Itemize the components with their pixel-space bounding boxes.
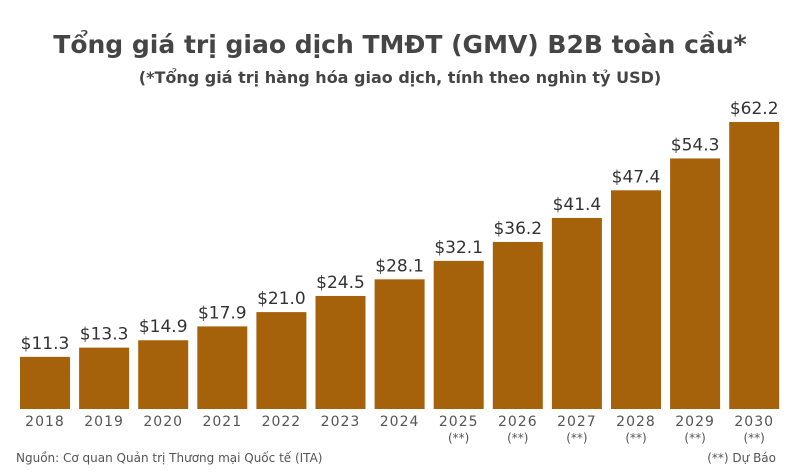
data-label: $21.0 (257, 289, 306, 309)
x-tick-label: 2025 (439, 414, 479, 430)
forecast-marker: (**) (566, 431, 587, 445)
x-tick-label: 2019 (84, 414, 124, 430)
forecast-note: (**) Dự Báo (707, 451, 776, 465)
bar-2020 (138, 340, 189, 409)
bar-2023 (315, 295, 366, 409)
x-tick-label: 2021 (202, 414, 242, 430)
bar-2024 (374, 279, 425, 409)
x-tick-label: 2022 (262, 414, 302, 430)
x-tick-label: 2023 (321, 414, 361, 430)
data-label: $14.9 (139, 317, 188, 337)
data-label: $41.4 (553, 195, 602, 215)
bar-2019 (79, 347, 130, 409)
chart-title: Tổng giá trị giao dịch TMĐT (GMV) B2B to… (53, 30, 747, 59)
bar-2021 (197, 326, 248, 409)
x-tick-label: 2020 (143, 414, 183, 430)
data-label: $54.3 (671, 135, 720, 155)
data-label: $17.9 (198, 303, 247, 323)
x-tick-label: 2028 (616, 414, 656, 430)
data-label: $32.1 (434, 238, 483, 258)
forecast-marker: (**) (744, 431, 765, 445)
data-label: $11.3 (21, 334, 70, 354)
data-label: $47.4 (612, 167, 661, 187)
chart-subtitle: (*Tổng giá trị hàng hóa giao dịch, tính … (138, 68, 662, 87)
x-tick-label: 2030 (734, 414, 774, 430)
bar-2018 (20, 356, 70, 409)
forecast-marker: (**) (625, 431, 646, 445)
bar-2026 (492, 241, 543, 409)
x-tick-label: 2018 (25, 414, 65, 430)
forecast-marker: (**) (684, 431, 705, 445)
source-note: Nguồn: Cơ quan Quản trị Thương mại Quốc … (16, 451, 323, 465)
data-label: $36.2 (493, 219, 542, 239)
bar-2030 (729, 122, 780, 409)
x-tick-label: 2029 (675, 414, 715, 430)
bar-2025 (433, 260, 484, 409)
bar-2022 (256, 312, 307, 409)
x-tick-label: 2024 (380, 414, 420, 430)
bar-2028 (611, 190, 661, 409)
data-label: $13.3 (80, 325, 129, 345)
data-label: $28.1 (375, 256, 424, 276)
forecast-marker: (**) (507, 431, 528, 445)
bar-2029 (670, 158, 721, 409)
data-label: $24.5 (316, 273, 365, 293)
data-label: $62.2 (730, 99, 779, 119)
forecast-marker: (**) (448, 431, 469, 445)
bar-2027 (551, 217, 602, 409)
x-tick-label: 2027 (557, 414, 597, 430)
x-tick-label: 2026 (498, 414, 538, 430)
